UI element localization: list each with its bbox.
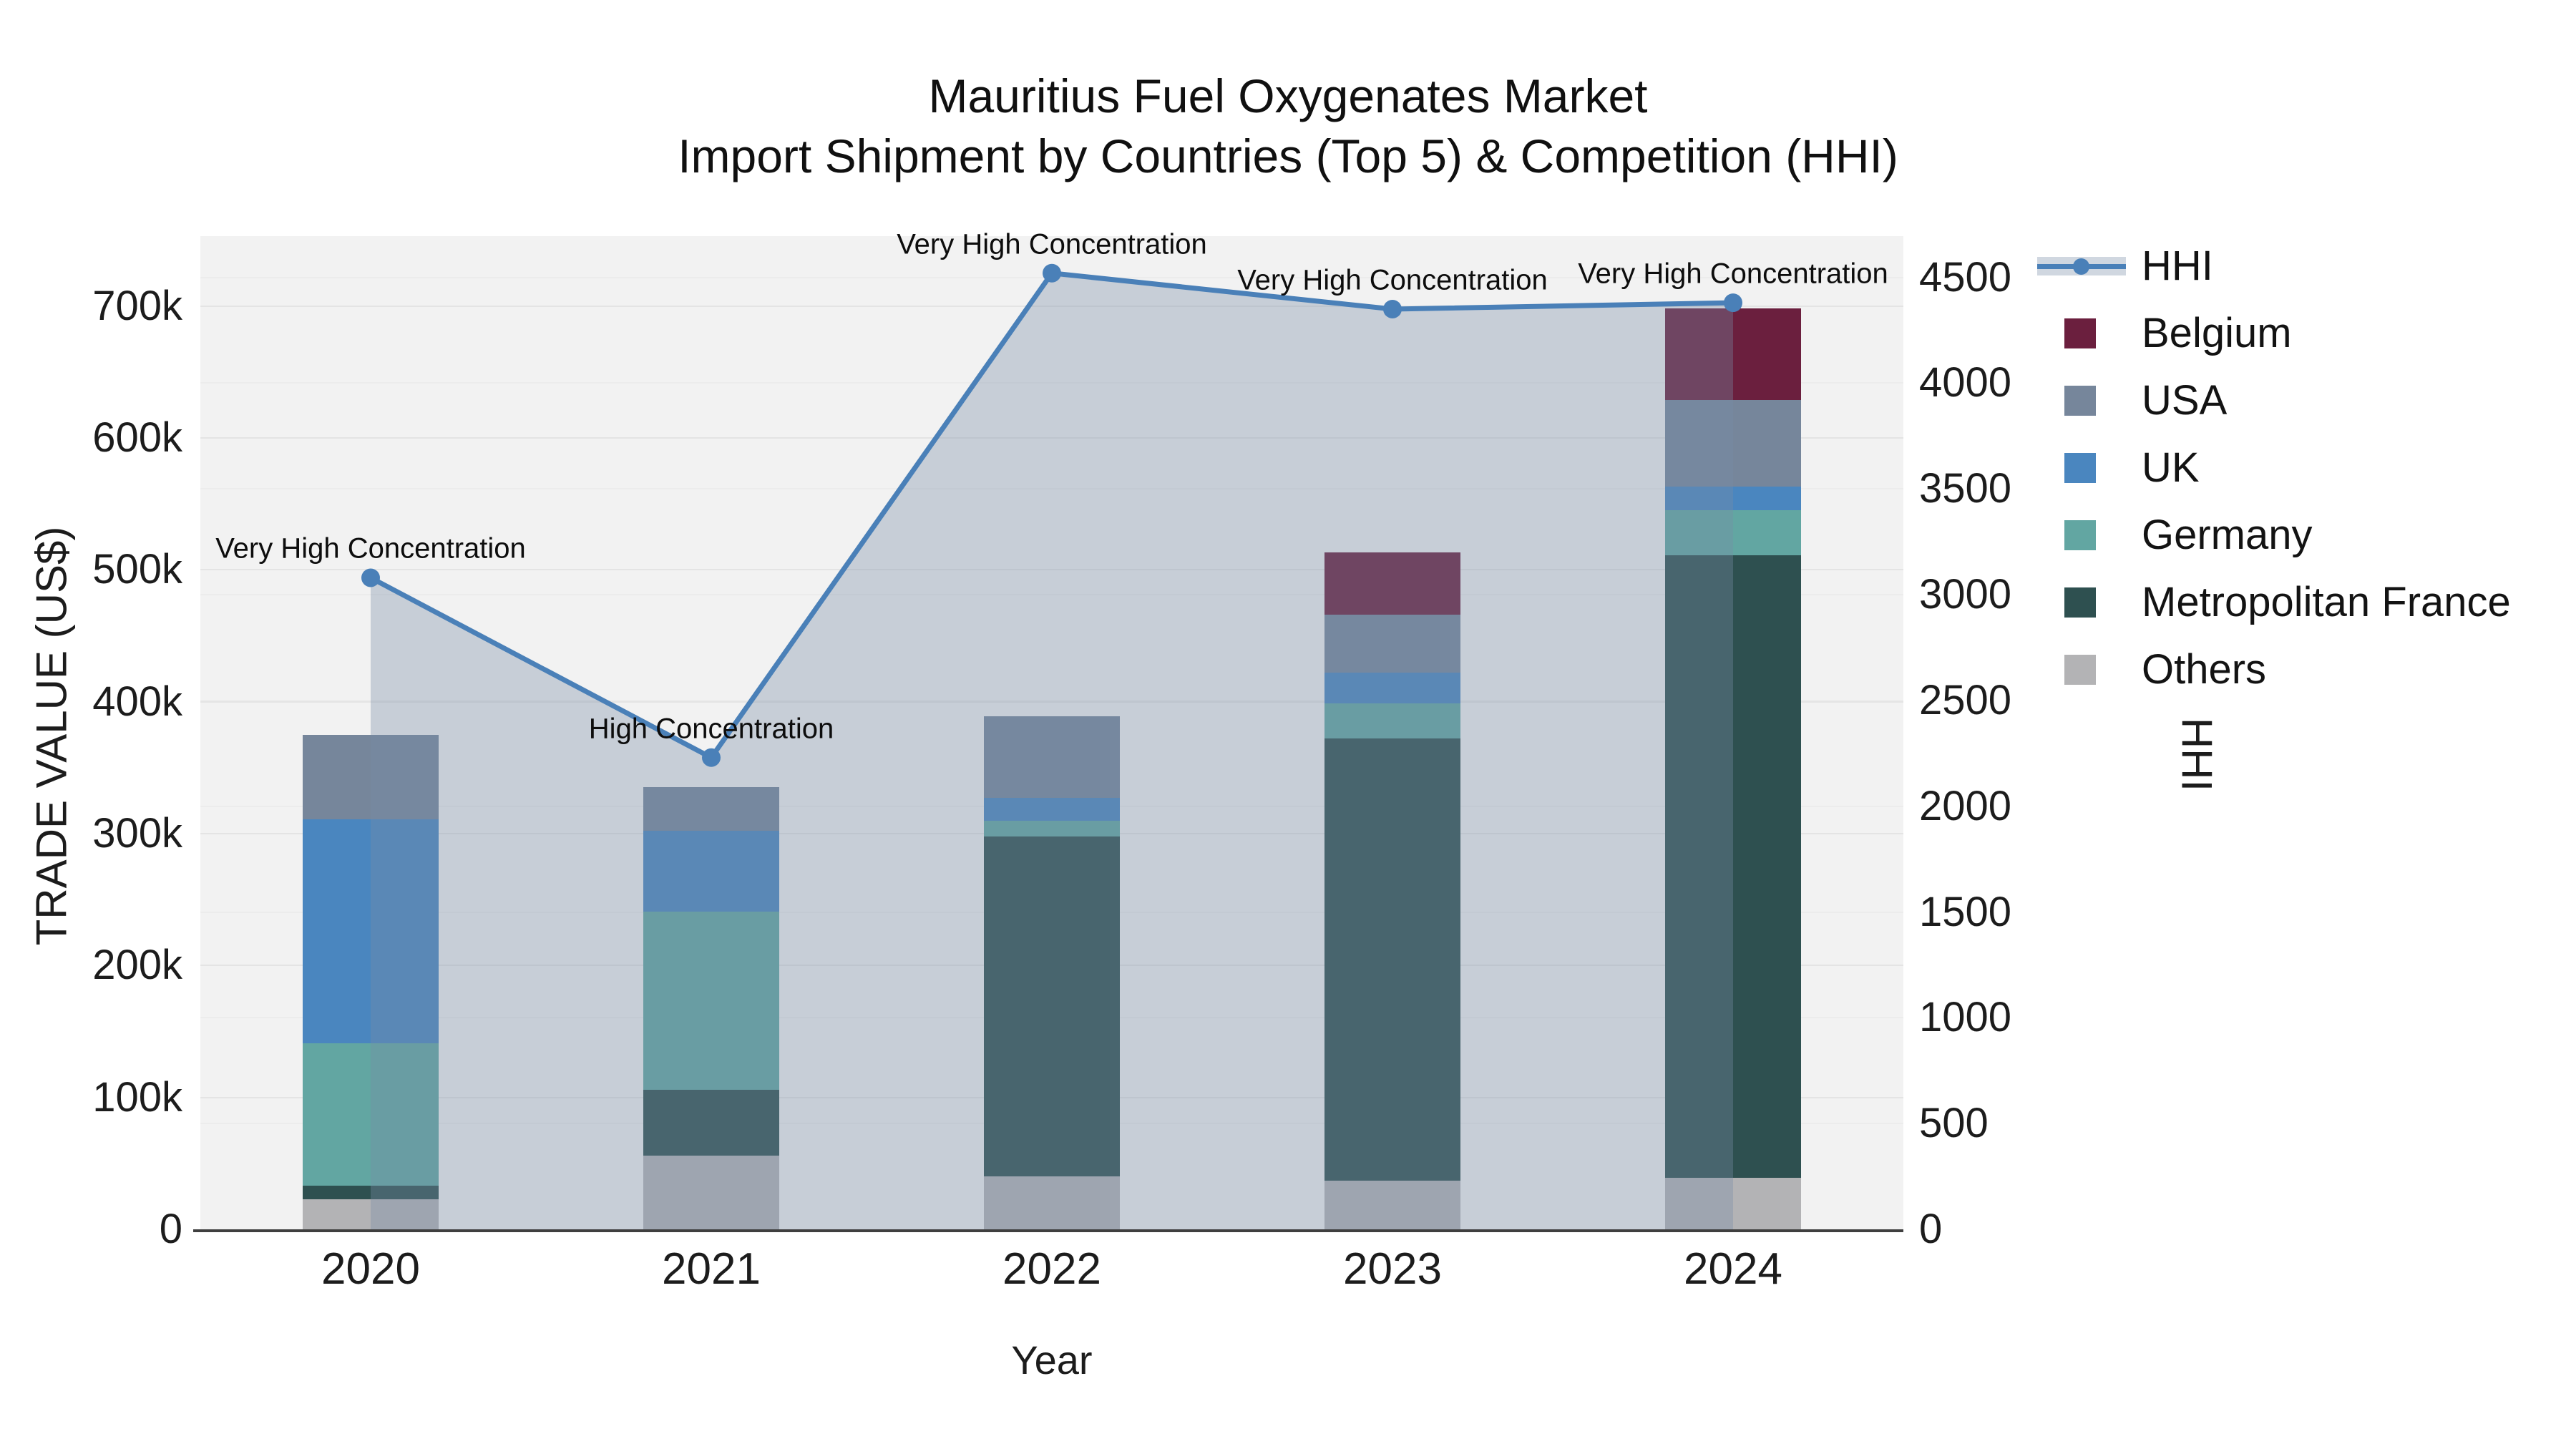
right-axis-tick: 4000 [1919,359,2012,406]
bar-2023-germany[interactable] [1324,703,1460,739]
left-axis-tick: 200k [92,942,182,989]
left-axis-title: TRADE VALUE (US$) [27,526,76,946]
right-axis-tick: 1500 [1919,888,2012,935]
bar-2024-others[interactable] [1665,1178,1801,1229]
legend-item-others[interactable]: Others [2036,648,2511,691]
left-axis-tick: 400k [92,678,182,725]
x-axis-title: Year [1011,1337,1093,1382]
legend-label: UK [2142,444,2200,491]
legend-label: Belgium [2142,310,2292,356]
annotation-2023: Very High Concentration [1237,264,1548,296]
bar-2021-usa[interactable] [643,787,779,831]
x-axis-line [193,1229,1903,1232]
bar-2024-metropolitan-france[interactable] [1665,555,1801,1179]
x-axis-tick-2020: 2020 [321,1244,420,1294]
bar-2023-others[interactable] [1324,1180,1460,1229]
legend-item-belgium[interactable]: Belgium [2036,312,2511,355]
left-axis-tick: 500k [92,546,182,593]
legend-label: Germany [2142,512,2313,558]
bar-2021-uk[interactable] [643,831,779,912]
bar-2024-germany[interactable] [1665,510,1801,556]
bar-2022-germany[interactable] [984,820,1120,836]
bar-2022-metropolitan-france[interactable] [984,836,1120,1177]
bar-2020-metropolitan-france[interactable] [303,1186,439,1199]
bar-2022-uk[interactable] [984,798,1120,821]
bar-2021-others[interactable] [643,1155,779,1229]
bar-2024-uk[interactable] [1665,487,1801,511]
right-axis-tick: 3000 [1919,571,2012,618]
bar-2022-others[interactable] [984,1176,1120,1229]
x-axis-tick-2023: 2023 [1343,1244,1442,1294]
left-axis-tick: 600k [92,414,182,462]
right-axis-tick: 4500 [1919,253,2012,301]
bar-2020-uk[interactable] [303,819,439,1044]
bar-2020-others[interactable] [303,1199,439,1229]
left-axis-tick: 100k [92,1073,182,1121]
left-axis-tick: 300k [92,810,182,857]
color-swatch-icon [2036,447,2129,489]
bar-2022-usa[interactable] [984,716,1120,799]
gridline-trade-value [200,437,1903,439]
gridline-hhi [200,594,1903,596]
chart-title: Mauritius Fuel Oxygenates Market Import … [0,66,2576,186]
left-axis-tick: 0 [159,1206,182,1252]
bar-2024-usa[interactable] [1665,399,1801,487]
chart-title-line1: Mauritius Fuel Oxygenates Market [928,69,1648,122]
gridline-hhi [200,382,1903,384]
annotation-2022: Very High Concentration [897,228,1207,260]
legend: HHI Belgium USA UK Germany Metropolitan Franc… [2036,245,2511,691]
color-swatch-icon [2036,514,2129,557]
chart-title-line2: Import Shipment by Countries (Top 5) & C… [678,130,1898,182]
color-swatch-icon [2036,581,2129,624]
bar-2021-metropolitan-france[interactable] [643,1089,779,1156]
legend-item-metropolitan-france[interactable]: Metropolitan France [2036,581,2511,624]
legend-item-uk[interactable]: UK [2036,447,2511,489]
x-axis-tick-2022: 2022 [1002,1244,1101,1294]
hhi-line-swatch-icon [2036,245,2129,288]
bar-2023-usa[interactable] [1324,615,1460,673]
color-swatch-icon [2036,648,2129,691]
color-swatch-icon [2036,379,2129,422]
color-swatch-icon [2036,312,2129,355]
right-axis-tick: 0 [1919,1206,1943,1252]
right-axis-tick: 500 [1919,1100,1989,1147]
bar-2020-usa[interactable] [303,734,439,819]
right-axis-tick: 1000 [1919,994,2012,1041]
legend-label: Metropolitan France [2142,579,2511,625]
bar-2020-germany[interactable] [303,1043,439,1186]
legend-item-hhi[interactable]: HHI [2036,245,2511,288]
annotation-2021: High Concentration [588,713,834,745]
bar-2021-germany[interactable] [643,911,779,1090]
x-axis-tick-2021: 2021 [662,1244,761,1294]
annotation-2024: Very High Concentration [1578,258,1888,290]
right-axis-tick: 2500 [1919,676,2012,723]
x-axis-tick-2024: 2024 [1684,1244,1782,1294]
bar-2023-belgium[interactable] [1324,552,1460,615]
legend-label: USA [2142,377,2228,424]
gridline-hhi [200,488,1903,490]
legend-item-usa[interactable]: USA [2036,379,2511,422]
right-axis-tick: 3500 [1919,465,2012,512]
right-axis-tick: 2000 [1919,782,2012,829]
bar-2023-metropolitan-france[interactable] [1324,738,1460,1181]
bar-2023-uk[interactable] [1324,673,1460,703]
legend-label: Others [2142,646,2267,693]
gridline-trade-value [200,701,1903,703]
legend-item-germany[interactable]: Germany [2036,514,2511,557]
legend-label: HHI [2142,243,2213,289]
left-axis-tick: 700k [92,282,182,329]
gridline-trade-value [200,569,1903,571]
annotation-2020: Very High Concentration [215,532,526,565]
bar-2024-belgium[interactable] [1665,308,1801,400]
gridline-trade-value [200,305,1903,307]
